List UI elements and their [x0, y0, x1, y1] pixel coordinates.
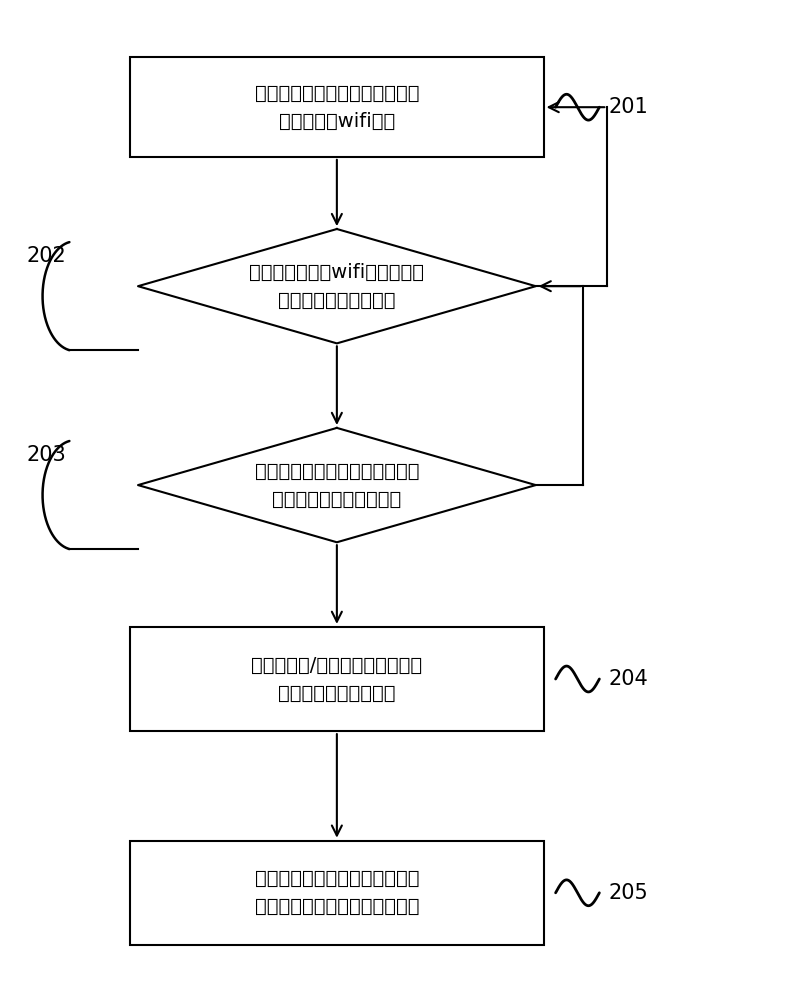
Text: 将呼叫的主/被叫信息发送到后台
家庭来电显示控制装置: 将呼叫的主/被叫信息发送到后台 家庭来电显示控制装置: [252, 656, 422, 702]
Text: 205: 205: [609, 883, 649, 903]
Text: 201: 201: [609, 97, 649, 117]
Text: 202: 202: [26, 246, 66, 266]
Bar: [130, 57, 544, 157]
Text: 将来电显示信息通过家庭宽带网
关发送到家庭终端，并进行显示: 将来电显示信息通过家庭宽带网 关发送到家庭终端，并进行显示: [255, 869, 419, 916]
Text: 204: 204: [609, 669, 649, 689]
Bar: [130, 627, 544, 731]
Text: 客户端软件通过与其它通信软件
的接口，查看是否有来电: 客户端软件通过与其它通信软件 的接口，查看是否有来电: [255, 462, 419, 509]
Bar: [130, 841, 544, 945]
Text: 客户端检测家庭wifi账号是否登
入，判断用户是否回家: 客户端检测家庭wifi账号是否登 入，判断用户是否回家: [249, 263, 425, 310]
Text: 203: 203: [26, 445, 66, 465]
Text: 在手机上安装来电显示客户端，
并设置家庭wifi账号: 在手机上安装来电显示客户端， 并设置家庭wifi账号: [255, 84, 419, 131]
